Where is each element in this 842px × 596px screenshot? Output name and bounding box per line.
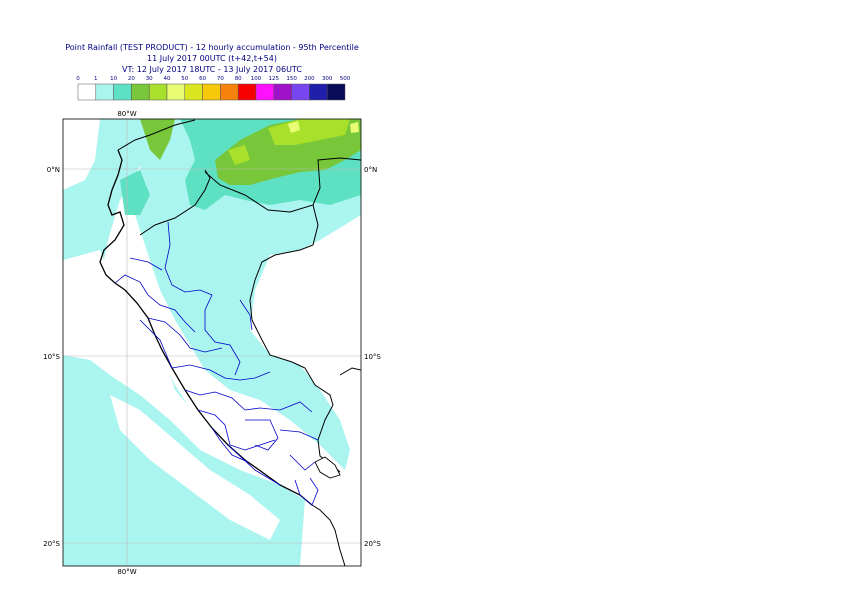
map-frame	[62, 118, 362, 567]
legend-swatch	[326, 83, 346, 101]
lon-label-bottom: 80°W	[117, 568, 136, 576]
legend-threshold-label: 300	[322, 76, 333, 82]
extreme-rain-spot	[288, 121, 300, 133]
admin-borders	[114, 221, 319, 506]
legend-swatch	[184, 83, 203, 101]
legend-threshold-label: 30	[146, 76, 153, 82]
legend-swatch	[273, 83, 292, 101]
legend-threshold-label: 50	[181, 76, 188, 82]
eastern-border	[339, 367, 361, 376]
ocean-rain-area	[63, 119, 305, 566]
legend-swatch	[95, 83, 114, 101]
legend-threshold-label: 40	[164, 76, 171, 82]
lat-label-right-2: 20°S	[364, 540, 381, 548]
lat-label-right-0: 0°N	[364, 166, 377, 174]
legend-threshold-label: 1	[94, 76, 98, 82]
legend-swatch	[202, 83, 221, 101]
peru-north-border	[139, 169, 341, 473]
legend-threshold-label: 125	[269, 76, 280, 82]
bolivia-border	[311, 504, 346, 566]
lake-titicaca	[314, 456, 341, 479]
medium-rain-patch	[120, 170, 150, 215]
legend-swatch	[291, 83, 310, 101]
valid-time: VT: 12 July 2017 18UTC - 13 July 2017 06…	[122, 65, 302, 74]
legend-threshold-label: 500	[340, 76, 351, 82]
legend-threshold-label: 20	[128, 76, 135, 82]
legend-threshold-label: 100	[251, 76, 262, 82]
land-rain-area	[130, 119, 361, 470]
legend-threshold-label: 200	[304, 76, 315, 82]
lat-label-left-0: 0°N	[47, 166, 60, 174]
legend-swatch	[255, 83, 275, 101]
legend-threshold-label: 150	[286, 76, 297, 82]
lat-label-left-1: 10°S	[43, 353, 60, 361]
legend-threshold-label: 80	[235, 76, 242, 82]
legend-threshold-label: 10	[110, 76, 117, 82]
legend-swatch	[148, 83, 168, 101]
legend-swatch	[166, 83, 186, 101]
base-time: 11 July 2017 00UTC (t+42,t+54)	[147, 54, 277, 63]
map-panel	[62, 118, 362, 567]
legend-swatch	[220, 83, 239, 101]
color-scale-legend: 0 1 10 20 30 40 50 60 70 80 100 125 150 200 300 500	[76, 76, 351, 101]
ocean-dry-patch-2	[63, 119, 100, 190]
lon-label-top: 80°W	[117, 110, 136, 118]
legend-swatch	[237, 83, 257, 101]
very-heavy-rain-patch	[228, 145, 250, 165]
lat-label-left-2: 20°S	[43, 540, 60, 548]
extreme-rain-spot-2	[350, 122, 359, 133]
legend-swatch	[309, 83, 328, 101]
figure-title: Point Rainfall (TEST PRODUCT) - 12 hourl…	[65, 43, 359, 52]
legend-threshold-label: 0	[76, 76, 80, 82]
legend-swatch	[113, 83, 132, 101]
legend-swatch	[77, 83, 97, 101]
legend-threshold-label: 60	[199, 76, 206, 82]
gridlines	[63, 119, 361, 566]
lat-label-right-1: 10°S	[364, 353, 381, 361]
legend-threshold-label: 70	[217, 76, 224, 82]
northern-boundary	[117, 119, 361, 213]
ocean-dry-patch	[63, 250, 280, 485]
heavy-rain-patch	[140, 119, 175, 160]
legend-swatch	[131, 83, 150, 101]
ocean-dry-patch-3	[110, 395, 280, 540]
